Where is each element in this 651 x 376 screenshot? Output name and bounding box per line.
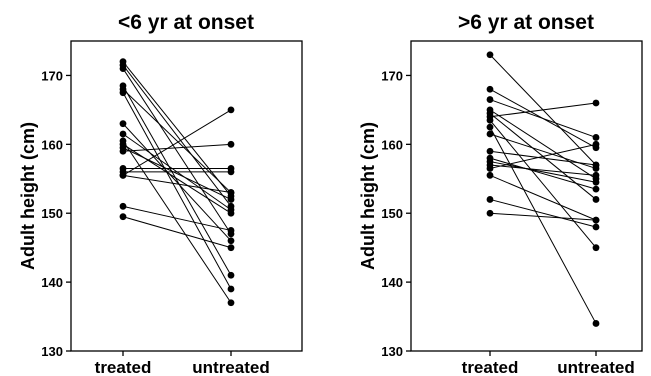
untreated-point: [227, 227, 235, 234]
x-category-label: treated: [95, 358, 152, 376]
chart-title: <6 yr at onset: [118, 11, 254, 34]
treated-point: [486, 85, 494, 93]
treated-point: [486, 171, 494, 179]
pair-line: [122, 205, 232, 231]
x-category-label: untreated: [557, 358, 634, 376]
pair-line: [489, 174, 597, 221]
y-tick-label: 160: [41, 137, 63, 152]
treated-point: [486, 123, 494, 131]
y-tick-label: 130: [41, 344, 63, 359]
x-category-label: treated: [462, 358, 519, 376]
pair-line: [122, 123, 232, 242]
treated-point: [486, 116, 494, 124]
pair-line: [122, 143, 232, 152]
pair-line: [489, 102, 597, 118]
untreated-point: [227, 189, 235, 196]
untreated-point: [592, 216, 600, 224]
plot-frame: [70, 40, 303, 352]
treated-point: [486, 165, 494, 172]
pair-line: [489, 198, 597, 228]
y-tick-label: 170: [41, 68, 63, 83]
pair-line: [489, 157, 597, 190]
treated-point: [486, 96, 494, 103]
chart-panel-right: >6 yr at onset Adult height (cm) 130 140 150…: [358, 11, 643, 376]
treated-point: [119, 130, 127, 138]
treated-point: [486, 196, 494, 203]
pair-line: [489, 150, 597, 166]
untreated-point: [592, 196, 600, 203]
pair-line: [122, 85, 232, 276]
treated-point: [486, 209, 494, 217]
untreated-point: [227, 140, 235, 148]
pair-line: [489, 161, 597, 183]
pair-line: [489, 143, 597, 169]
untreated-point: [227, 244, 235, 252]
y-tick-label: 160: [381, 137, 403, 152]
pair-line: [489, 126, 597, 324]
y-tick-label: 140: [41, 275, 63, 290]
untreated-point: [592, 185, 600, 193]
untreated-point: [592, 178, 600, 186]
untreated-point: [592, 99, 600, 107]
untreated-point: [592, 223, 600, 231]
pair-line: [122, 68, 232, 235]
treated-point: [486, 51, 494, 59]
treated-point: [119, 171, 127, 179]
pair-line: [489, 119, 597, 248]
treated-point: [119, 202, 127, 210]
untreated-point: [227, 196, 235, 203]
pair-line: [489, 99, 597, 138]
untreated-point: [592, 244, 600, 252]
treated-point: [119, 147, 127, 155]
pair-line: [122, 109, 232, 176]
pair-line: [122, 216, 232, 249]
pair-line: [122, 147, 232, 200]
pair-line: [122, 174, 232, 194]
y-axis-label: Adult height (cm): [18, 122, 38, 270]
treated-point: [486, 130, 494, 138]
treated-point: [486, 147, 494, 155]
chart-panel-left: <6 yr at onset Adult height (cm) 130 140 150…: [18, 11, 303, 376]
untreated-point: [592, 161, 600, 169]
pair-line: [122, 92, 232, 290]
pair-line: [122, 64, 232, 207]
untreated-point: [592, 134, 600, 141]
pair-line: [489, 109, 597, 180]
y-axis-label: Adult height (cm): [358, 122, 378, 270]
treated-point: [119, 120, 127, 128]
untreated-point: [592, 140, 600, 148]
pair-line: [122, 143, 232, 214]
untreated-point: [227, 106, 235, 114]
untreated-point: [592, 171, 600, 179]
y-tick-label: 150: [381, 206, 403, 221]
untreated-point: [592, 320, 600, 327]
y-tick-label: 130: [381, 344, 403, 359]
pair-line: [489, 212, 597, 221]
y-tick-label: 140: [381, 275, 403, 290]
pair-line: [489, 164, 597, 176]
plot-frame: [410, 40, 643, 352]
treated-point: [119, 65, 127, 72]
untreated-point: [227, 209, 235, 217]
untreated-point: [227, 271, 235, 279]
y-tick-label: 150: [41, 206, 63, 221]
untreated-point: [227, 285, 235, 293]
y-tick-label: 170: [381, 68, 403, 83]
pair-line: [122, 61, 232, 197]
treated-point: [119, 213, 127, 221]
x-category-label: untreated: [192, 358, 269, 376]
untreated-point: [227, 237, 235, 245]
chart-title: >6 yr at onset: [458, 11, 594, 34]
untreated-point: [227, 168, 235, 176]
treated-point: [119, 89, 127, 97]
untreated-point: [227, 299, 235, 307]
pair-line: [122, 140, 232, 304]
pair-line: [122, 88, 232, 193]
